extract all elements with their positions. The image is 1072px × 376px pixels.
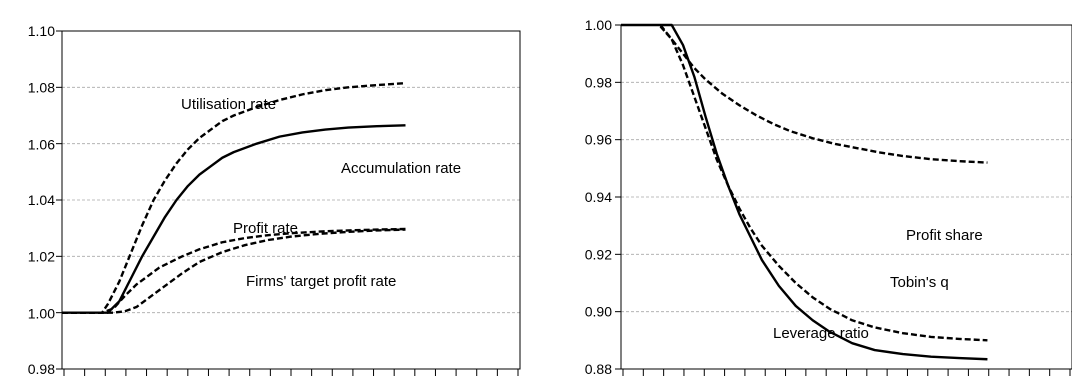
y-tick-label: 0.88 (585, 361, 612, 376)
y-tick-label: 0.98 (28, 361, 55, 376)
series-line-accumulation-rate (62, 124, 406, 314)
series-annotation: Profit rate (233, 220, 298, 237)
y-tick-label: 1.00 (585, 17, 612, 33)
series-annotation: Utilisation rate (181, 96, 276, 113)
y-tick-label: 0.94 (585, 189, 612, 205)
y-tick-label: 1.08 (28, 79, 55, 95)
series-annotation: Profit share (906, 227, 983, 244)
plot-frame (61, 30, 521, 370)
series-line-leverage-ratio (621, 23, 988, 361)
y-tick-label: 1.10 (28, 23, 55, 39)
y-tick-label: 1.06 (28, 137, 55, 153)
left-chart-panel: 0.98 1.00 1.02 1.04 1.06 1.08 1.10 Utilisation … (28, 23, 521, 376)
y-tick-label: 0.90 (585, 304, 612, 320)
series-line-profit-share (659, 25, 988, 164)
series-annotation: Firms' target profit rate (246, 273, 396, 290)
y-tick-label: 0.92 (585, 246, 612, 262)
right-chart-panel: 0.88 0.90 0.92 0.94 0.96 0.98 1.00 Profit share… (585, 17, 1072, 376)
y-tick-label: 0.98 (585, 74, 612, 90)
series-line-tobin-s-q (659, 24, 988, 342)
series-annotation: Tobin's q (890, 274, 949, 291)
series-annotation: Leverage ratio (773, 325, 869, 342)
series-annotation: Accumulation rate (341, 160, 461, 177)
series-line-utilisation-rate (62, 81, 406, 314)
y-tick-label: 0.96 (585, 132, 612, 148)
y-tick-label: 1.02 (28, 248, 55, 264)
series-line-firms-target-profit-rate (62, 228, 406, 314)
y-tick-label: 1.04 (28, 192, 55, 208)
y-tick-label: 1.00 (28, 306, 55, 322)
series-line-profit-rate (62, 227, 406, 314)
